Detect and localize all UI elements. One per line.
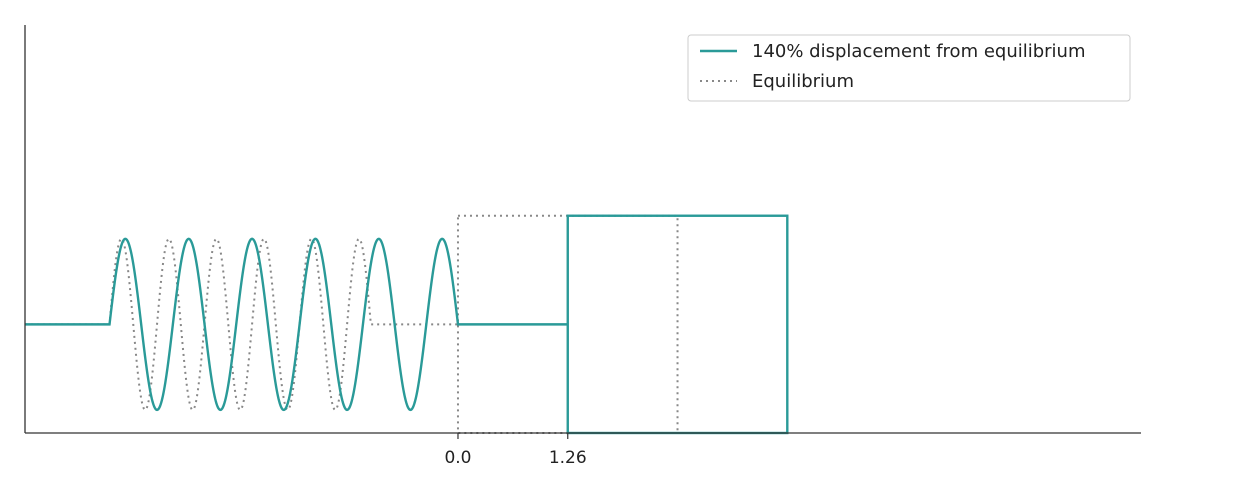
series-displacement xyxy=(25,214,789,435)
legend-frame xyxy=(687,34,1131,102)
displacement-spring-line xyxy=(25,237,568,412)
legend-label-equilibrium: Equilibrium xyxy=(752,71,854,92)
x-tick-label-1: 1.26 xyxy=(549,448,587,468)
series-layer xyxy=(25,214,789,435)
legend-label-displacement: 140% displacement from equilibrium xyxy=(752,41,1086,62)
legend: 140% displacement from equilibrium Equil… xyxy=(687,34,1131,102)
x-tick-label-0: 0.0 xyxy=(444,448,471,468)
x-tick-layer: 0.0 1.26 xyxy=(444,433,587,468)
